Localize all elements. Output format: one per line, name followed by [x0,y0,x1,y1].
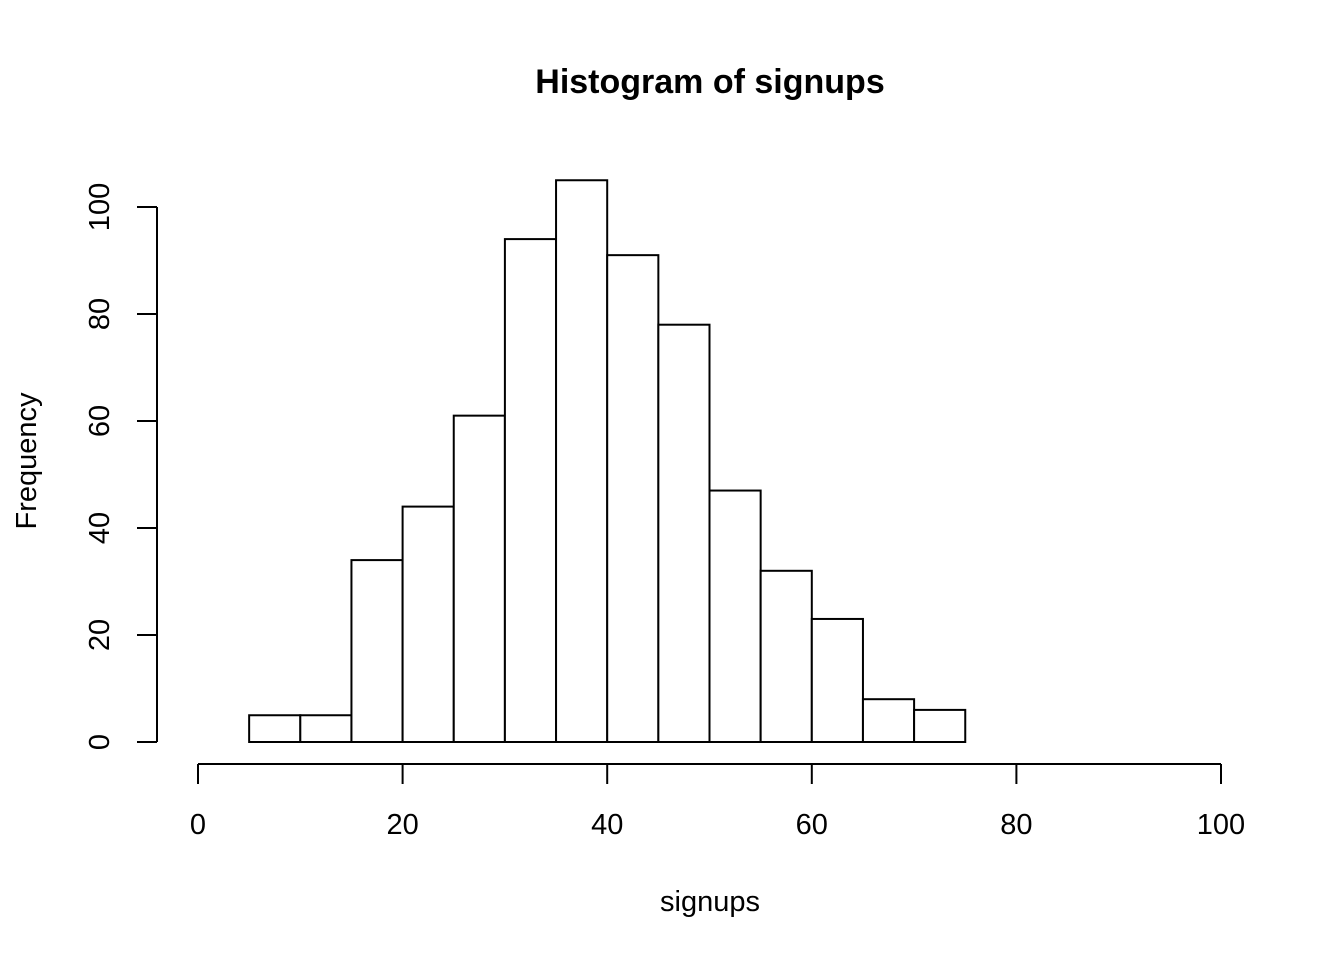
histogram-bar [913,708,967,744]
histogram-bar [555,179,609,743]
y-axis: 0 20 40 60 80 100 [84,183,158,750]
x-tick-label: 60 [796,809,828,841]
x-tick-label: 80 [1000,809,1032,841]
y-tick-label: 40 [84,512,116,544]
histogram-bar [606,254,660,743]
x-tick-label: 40 [591,809,623,841]
histogram-bar [861,698,916,744]
histogram-bar [759,569,813,743]
y-axis-label: Frequency [11,392,43,530]
chart-title: Histogram of signups [535,63,884,101]
x-axis: 0 20 40 60 80 100 [190,763,1245,841]
x-axis-label: signups [660,886,760,918]
y-tick-label: 20 [84,619,116,651]
histogram-bar [452,414,506,743]
histogram-bar [299,714,353,743]
histogram-bar [248,714,302,743]
x-tick-label: 20 [386,809,418,841]
histogram-bar [810,617,864,744]
bars-group [248,179,967,744]
histogram-bar [657,323,711,743]
histogram-bar [401,505,455,743]
x-tick-label: 100 [1197,809,1245,841]
histogram-bar [503,238,558,743]
histogram-bar [708,489,762,743]
y-tick-label: 60 [84,405,116,437]
y-tick-label: 80 [84,298,116,330]
y-tick-label: 0 [84,734,116,750]
y-tick-label: 100 [84,183,116,231]
histogram-bar [350,559,404,743]
x-tick-label: 0 [190,809,206,841]
